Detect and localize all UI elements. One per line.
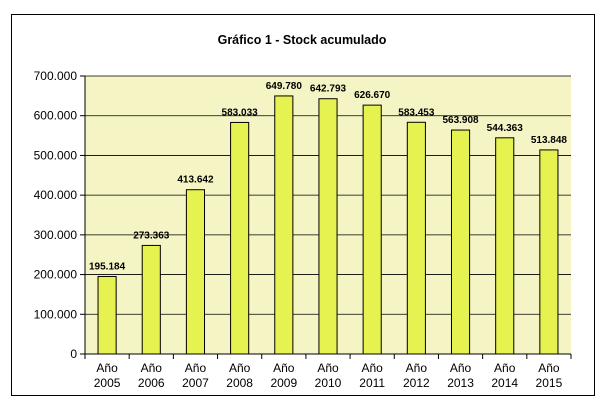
bar (362, 104, 382, 355)
x-tick-labels: Año2005Año2006Año2007Año2008Año2009Año20… (94, 361, 563, 390)
x-tick-label: 2010 (315, 376, 342, 390)
y-tick-label: 400.000 (34, 188, 78, 202)
bars (97, 95, 559, 355)
data-labels: 195.184 273.363 413.642 583.033 649.780 642.7… (89, 81, 567, 273)
x-tick-label: Año (229, 361, 251, 375)
x-tick-label: 2015 (536, 376, 563, 390)
y-tick-label: 300.000 (34, 228, 78, 242)
x-tick-label: 2006 (138, 376, 165, 390)
y-tick-label: 200.000 (34, 268, 78, 282)
y-tick-label: 100.000 (34, 307, 78, 321)
x-tick-label: 2008 (226, 376, 253, 390)
data-label: 544.363 (487, 123, 524, 134)
bar (185, 189, 206, 355)
x-tick-label: Año (406, 361, 428, 375)
y-tick-label: 0 (70, 347, 77, 361)
bar (230, 121, 250, 355)
x-tick-label: Año (96, 361, 118, 375)
bar (141, 244, 161, 355)
x-tick-label: 2007 (182, 376, 209, 390)
bar (450, 129, 471, 355)
y-tick-labels: 0 100.000 200.000 300.000 400.000 500.000 600.… (34, 69, 78, 361)
data-label: 583.453 (398, 107, 435, 118)
x-tick-label: 2009 (270, 376, 297, 390)
bar (318, 98, 338, 355)
y-tick-label: 500.000 (34, 148, 78, 162)
x-tick-label: 2012 (403, 376, 430, 390)
x-tick-label: Año (494, 361, 516, 375)
x-tick-label: 2014 (491, 376, 518, 390)
x-tick-label: 2013 (447, 376, 474, 390)
data-label: 413.642 (177, 175, 214, 186)
y-tick-label: 600.000 (34, 109, 78, 123)
bar (495, 137, 515, 355)
bar (274, 95, 294, 355)
data-label: 273.363 (133, 230, 170, 241)
x-tick-label: Año (141, 361, 163, 375)
data-label: 195.184 (89, 261, 126, 272)
bar (539, 149, 559, 355)
x-tick-label: 2011 (359, 376, 385, 390)
x-tick-label: Año (450, 361, 472, 375)
bar (406, 121, 426, 355)
y-tick-label: 700.000 (34, 69, 78, 83)
data-label: 649.780 (266, 81, 303, 92)
x-tick-label: Año (273, 361, 295, 375)
data-label: 583.033 (222, 107, 259, 118)
axes (84, 76, 571, 355)
x-tick-label: Año (538, 361, 560, 375)
data-label: 513.848 (531, 135, 568, 146)
x-tick-label: 2005 (94, 376, 121, 390)
chart-title: Gráfico 1 - Stock acumulado (218, 33, 387, 47)
data-label: 563.908 (442, 115, 479, 126)
x-tick-label: Año (185, 361, 207, 375)
data-label: 642.793 (310, 84, 347, 95)
x-tick-label: Año (362, 361, 384, 375)
x-tick-label: Año (317, 361, 339, 375)
data-label: 626.670 (354, 90, 391, 101)
bar (97, 275, 117, 355)
